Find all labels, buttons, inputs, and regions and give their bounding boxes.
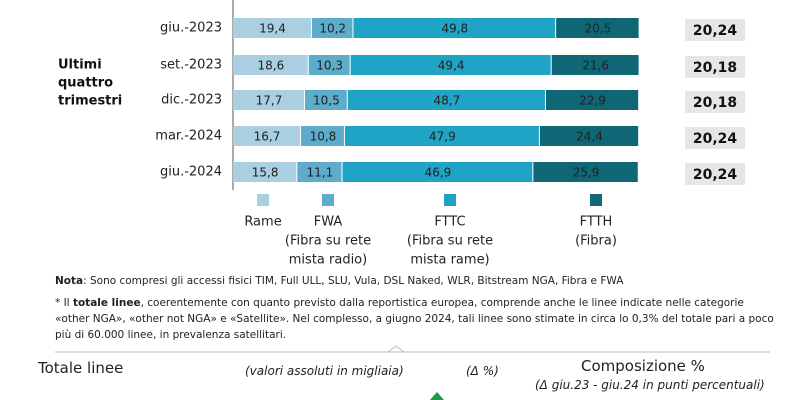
row-label: mar.-2024 <box>155 129 222 144</box>
total-label: 20,24 <box>693 167 738 183</box>
bar-segment <box>533 162 638 182</box>
note-text: : Sono compresi gli accessi fisici TIM, … <box>83 275 624 287</box>
note: Nota: Sono compresi gli accessi fisici T… <box>55 273 775 289</box>
total-label: 20,18 <box>693 95 737 111</box>
footnote-text: , coerentemente con quanto previsto dall… <box>55 297 774 341</box>
total-box <box>685 19 745 41</box>
bar-segment <box>233 126 300 146</box>
value-label: 10,5 <box>313 94 340 108</box>
value-label: 47,9 <box>429 130 456 144</box>
legend-sublabel: (Fibra su rete <box>285 234 371 249</box>
total-label: 20,18 <box>693 60 737 76</box>
legend-swatch <box>590 194 602 206</box>
section-delta: (Δ %) <box>466 364 499 378</box>
bar-segment <box>344 126 539 146</box>
bar-segment <box>308 55 350 75</box>
value-label: 10,2 <box>319 22 346 36</box>
bar-segment <box>350 55 551 75</box>
value-label: 17,7 <box>256 94 283 108</box>
bar-segment <box>233 90 305 110</box>
bar-segment <box>233 162 297 182</box>
bar-segment <box>311 18 353 38</box>
total-label: 20,24 <box>693 23 738 39</box>
section-title: Totale linee <box>38 359 124 377</box>
note-label: Nota <box>55 275 84 287</box>
row-label: giu.-2023 <box>160 21 222 36</box>
total-box <box>685 91 745 113</box>
bar-segment <box>556 18 639 38</box>
value-label: 48,7 <box>434 94 461 108</box>
value-label: 49,8 <box>441 22 468 36</box>
divider-notch <box>386 345 406 353</box>
footnote-bold: totale linee <box>72 297 141 309</box>
legend-label: FTTC <box>434 215 465 230</box>
bar-segment <box>353 18 556 38</box>
legend-sublabel: mista rame) <box>410 253 489 268</box>
row-label: set.-2023 <box>160 58 222 73</box>
bar-segment <box>539 126 639 146</box>
legend-label: FWA <box>314 215 343 230</box>
bar-segment <box>300 126 344 146</box>
value-label: 16,7 <box>254 130 281 144</box>
value-label: 18,6 <box>257 59 284 73</box>
footnote-prefix: * Il <box>55 297 73 309</box>
value-label: 24,4 <box>576 130 603 144</box>
bar-segment <box>297 162 342 182</box>
bar-segment <box>305 90 347 110</box>
legend-swatch <box>322 194 334 206</box>
value-label: 11,1 <box>307 166 334 180</box>
value-label: 25,9 <box>573 166 600 180</box>
row-label: giu.-2024 <box>160 165 222 180</box>
section-units: (valori assoluti in migliaia) <box>245 364 404 378</box>
total-box <box>685 56 745 78</box>
legend-sublabel: mista radio) <box>289 253 367 268</box>
footnote: * Il totale linee, coerentemente con qua… <box>55 295 775 343</box>
row-label: dic.-2023 <box>161 93 222 108</box>
composition-title: Composizione % <box>581 357 705 375</box>
composition-sub: (Δ giu.23 - giu.24 in punti percentuali) <box>535 378 765 392</box>
total-box <box>685 127 745 149</box>
legend-swatch <box>257 194 269 206</box>
group-label: Ultimi <box>58 58 102 73</box>
bar-segment <box>342 162 533 182</box>
value-label: 20,5 <box>585 22 612 36</box>
value-label: 46,9 <box>425 166 452 180</box>
legend-label: Rame <box>244 215 281 230</box>
value-label: 21,6 <box>582 59 609 73</box>
total-box <box>685 163 745 185</box>
bar-segment <box>233 18 311 38</box>
value-label: 10,3 <box>316 59 343 73</box>
total-label: 20,24 <box>693 131 738 147</box>
value-label: 22,9 <box>579 94 606 108</box>
legend-label: FTTH <box>580 215 613 230</box>
bar-segment <box>233 55 308 75</box>
value-label: 49,4 <box>438 59 465 73</box>
value-label: 19,4 <box>259 22 286 36</box>
bar-segment <box>545 90 639 110</box>
legend-swatch <box>444 194 456 206</box>
value-label: 10,8 <box>310 130 337 144</box>
legend-sublabel: (Fibra su rete <box>407 234 493 249</box>
group-label: quattro <box>58 76 113 91</box>
arrow-icon <box>430 392 444 400</box>
value-label: 15,8 <box>252 166 279 180</box>
legend-sublabel: (Fibra) <box>575 234 617 249</box>
group-label: trimestri <box>58 94 122 109</box>
bar-segment <box>347 90 545 110</box>
bar-segment <box>551 55 639 75</box>
